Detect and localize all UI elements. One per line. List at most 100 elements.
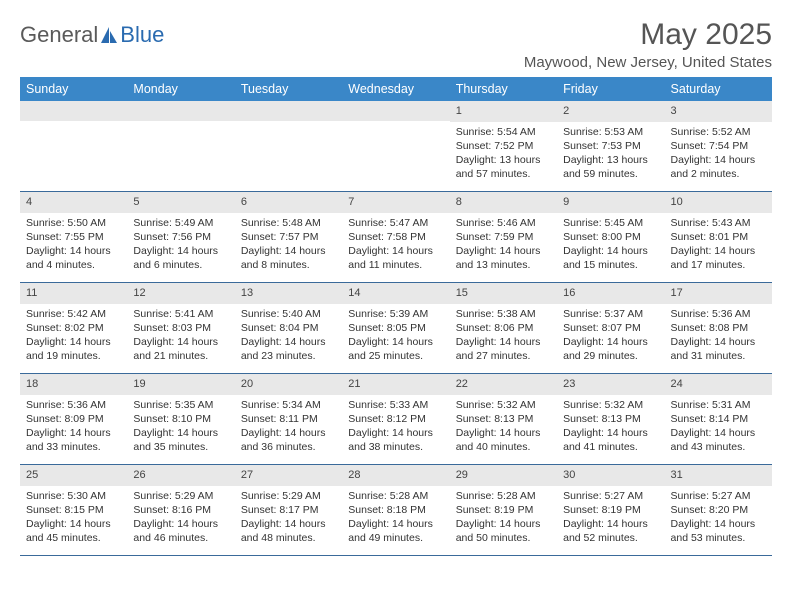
detail-line: Daylight: 14 hours and 4 minutes. [26,244,121,272]
calendar-cell: 24Sunrise: 5:31 AMSunset: 8:14 PMDayligh… [665,374,772,464]
day-number: 30 [557,465,664,486]
weekday-monday: Monday [127,77,234,101]
week-row: 25Sunrise: 5:30 AMSunset: 8:15 PMDayligh… [20,465,772,556]
empty-day [127,101,234,121]
day-number: 6 [235,192,342,213]
day-details: Sunrise: 5:36 AMSunset: 8:09 PMDaylight:… [20,395,127,461]
day-number: 26 [127,465,234,486]
detail-line: Daylight: 14 hours and 31 minutes. [671,335,766,363]
logo-text-1: General [20,22,98,48]
detail-line: Sunrise: 5:41 AM [133,307,228,321]
detail-line: Sunrise: 5:53 AM [563,125,658,139]
detail-line: Sunset: 8:03 PM [133,321,228,335]
day-number: 27 [235,465,342,486]
day-details: Sunrise: 5:35 AMSunset: 8:10 PMDaylight:… [127,395,234,461]
calendar-cell: 20Sunrise: 5:34 AMSunset: 8:11 PMDayligh… [235,374,342,464]
detail-line: Daylight: 14 hours and 33 minutes. [26,426,121,454]
day-number: 10 [665,192,772,213]
day-details: Sunrise: 5:43 AMSunset: 8:01 PMDaylight:… [665,213,772,279]
day-number: 31 [665,465,772,486]
location: Maywood, New Jersey, United States [524,54,772,71]
detail-line: Sunrise: 5:42 AM [26,307,121,321]
weekday-friday: Friday [557,77,664,101]
detail-line: Sunset: 8:19 PM [563,503,658,517]
day-number: 20 [235,374,342,395]
detail-line: Sunset: 8:01 PM [671,230,766,244]
day-details: Sunrise: 5:29 AMSunset: 8:16 PMDaylight:… [127,486,234,552]
day-details: Sunrise: 5:34 AMSunset: 8:11 PMDaylight:… [235,395,342,461]
day-details: Sunrise: 5:54 AMSunset: 7:52 PMDaylight:… [450,122,557,188]
detail-line: Sunrise: 5:31 AM [671,398,766,412]
day-number: 9 [557,192,664,213]
day-details: Sunrise: 5:41 AMSunset: 8:03 PMDaylight:… [127,304,234,370]
day-number: 28 [342,465,449,486]
detail-line: Sunrise: 5:48 AM [241,216,336,230]
day-details: Sunrise: 5:38 AMSunset: 8:06 PMDaylight:… [450,304,557,370]
weekday-sunday: Sunday [20,77,127,101]
detail-line: Sunset: 8:12 PM [348,412,443,426]
detail-line: Daylight: 14 hours and 49 minutes. [348,517,443,545]
calendar-cell: 13Sunrise: 5:40 AMSunset: 8:04 PMDayligh… [235,283,342,373]
calendar-cell [342,101,449,191]
calendar-cell [127,101,234,191]
detail-line: Sunrise: 5:32 AM [456,398,551,412]
day-number: 23 [557,374,664,395]
day-details: Sunrise: 5:32 AMSunset: 8:13 PMDaylight:… [557,395,664,461]
title-block: May 2025 Maywood, New Jersey, United Sta… [524,18,772,71]
detail-line: Sunset: 8:06 PM [456,321,551,335]
detail-line: Daylight: 14 hours and 6 minutes. [133,244,228,272]
detail-line: Daylight: 14 hours and 45 minutes. [26,517,121,545]
detail-line: Sunrise: 5:33 AM [348,398,443,412]
calendar-cell: 4Sunrise: 5:50 AMSunset: 7:55 PMDaylight… [20,192,127,282]
weekday-saturday: Saturday [665,77,772,101]
detail-line: Sunset: 8:00 PM [563,230,658,244]
calendar-cell: 15Sunrise: 5:38 AMSunset: 8:06 PMDayligh… [450,283,557,373]
calendar-cell: 12Sunrise: 5:41 AMSunset: 8:03 PMDayligh… [127,283,234,373]
day-details: Sunrise: 5:53 AMSunset: 7:53 PMDaylight:… [557,122,664,188]
calendar-cell: 26Sunrise: 5:29 AMSunset: 8:16 PMDayligh… [127,465,234,555]
logo-text-2: Blue [120,22,164,48]
day-number: 11 [20,283,127,304]
detail-line: Sunset: 8:09 PM [26,412,121,426]
day-details: Sunrise: 5:47 AMSunset: 7:58 PMDaylight:… [342,213,449,279]
detail-line: Sunset: 7:52 PM [456,139,551,153]
calendar-cell: 6 Sunrise: 5:48 AMSunset: 7:57 PMDaylight… [235,192,342,282]
calendar-cell: 9 Sunrise: 5:45 AMSunset: 8:00 PMDaylight… [557,192,664,282]
detail-line: Sunrise: 5:27 AM [671,489,766,503]
day-details: Sunrise: 5:36 AMSunset: 8:08 PMDaylight:… [665,304,772,370]
day-number: 18 [20,374,127,395]
detail-line: Sunset: 8:13 PM [456,412,551,426]
detail-line: Sunset: 8:17 PM [241,503,336,517]
empty-day [342,101,449,121]
day-number: 29 [450,465,557,486]
calendar-cell [235,101,342,191]
calendar-cell: 22Sunrise: 5:32 AMSunset: 8:13 PMDayligh… [450,374,557,464]
detail-line: Sunset: 8:10 PM [133,412,228,426]
detail-line: Sunset: 7:57 PM [241,230,336,244]
empty-day [20,101,127,121]
day-details: Sunrise: 5:49 AMSunset: 7:56 PMDaylight:… [127,213,234,279]
calendar-cell: 2Sunrise: 5:53 AMSunset: 7:53 PMDaylight… [557,101,664,191]
detail-line: Sunrise: 5:34 AM [241,398,336,412]
calendar: SundayMondayTuesdayWednesdayThursdayFrid… [20,77,772,556]
calendar-cell: 5Sunrise: 5:49 AMSunset: 7:56 PMDaylight… [127,192,234,282]
weekday-header: SundayMondayTuesdayWednesdayThursdayFrid… [20,77,772,101]
day-number: 25 [20,465,127,486]
detail-line: Daylight: 14 hours and 27 minutes. [456,335,551,363]
week-row: 4Sunrise: 5:50 AMSunset: 7:55 PMDaylight… [20,192,772,283]
detail-line: Daylight: 14 hours and 15 minutes. [563,244,658,272]
detail-line: Sunrise: 5:47 AM [348,216,443,230]
detail-line: Daylight: 14 hours and 11 minutes. [348,244,443,272]
detail-line: Daylight: 14 hours and 8 minutes. [241,244,336,272]
detail-line: Sunset: 8:04 PM [241,321,336,335]
detail-line: Sunset: 8:13 PM [563,412,658,426]
detail-line: Daylight: 14 hours and 17 minutes. [671,244,766,272]
day-number: 2 [557,101,664,122]
detail-line: Sunrise: 5:37 AM [563,307,658,321]
detail-line: Daylight: 14 hours and 40 minutes. [456,426,551,454]
detail-line: Sunrise: 5:40 AM [241,307,336,321]
detail-line: Daylight: 14 hours and 38 minutes. [348,426,443,454]
calendar-cell: 30Sunrise: 5:27 AMSunset: 8:19 PMDayligh… [557,465,664,555]
weekday-thursday: Thursday [450,77,557,101]
detail-line: Sunrise: 5:45 AM [563,216,658,230]
